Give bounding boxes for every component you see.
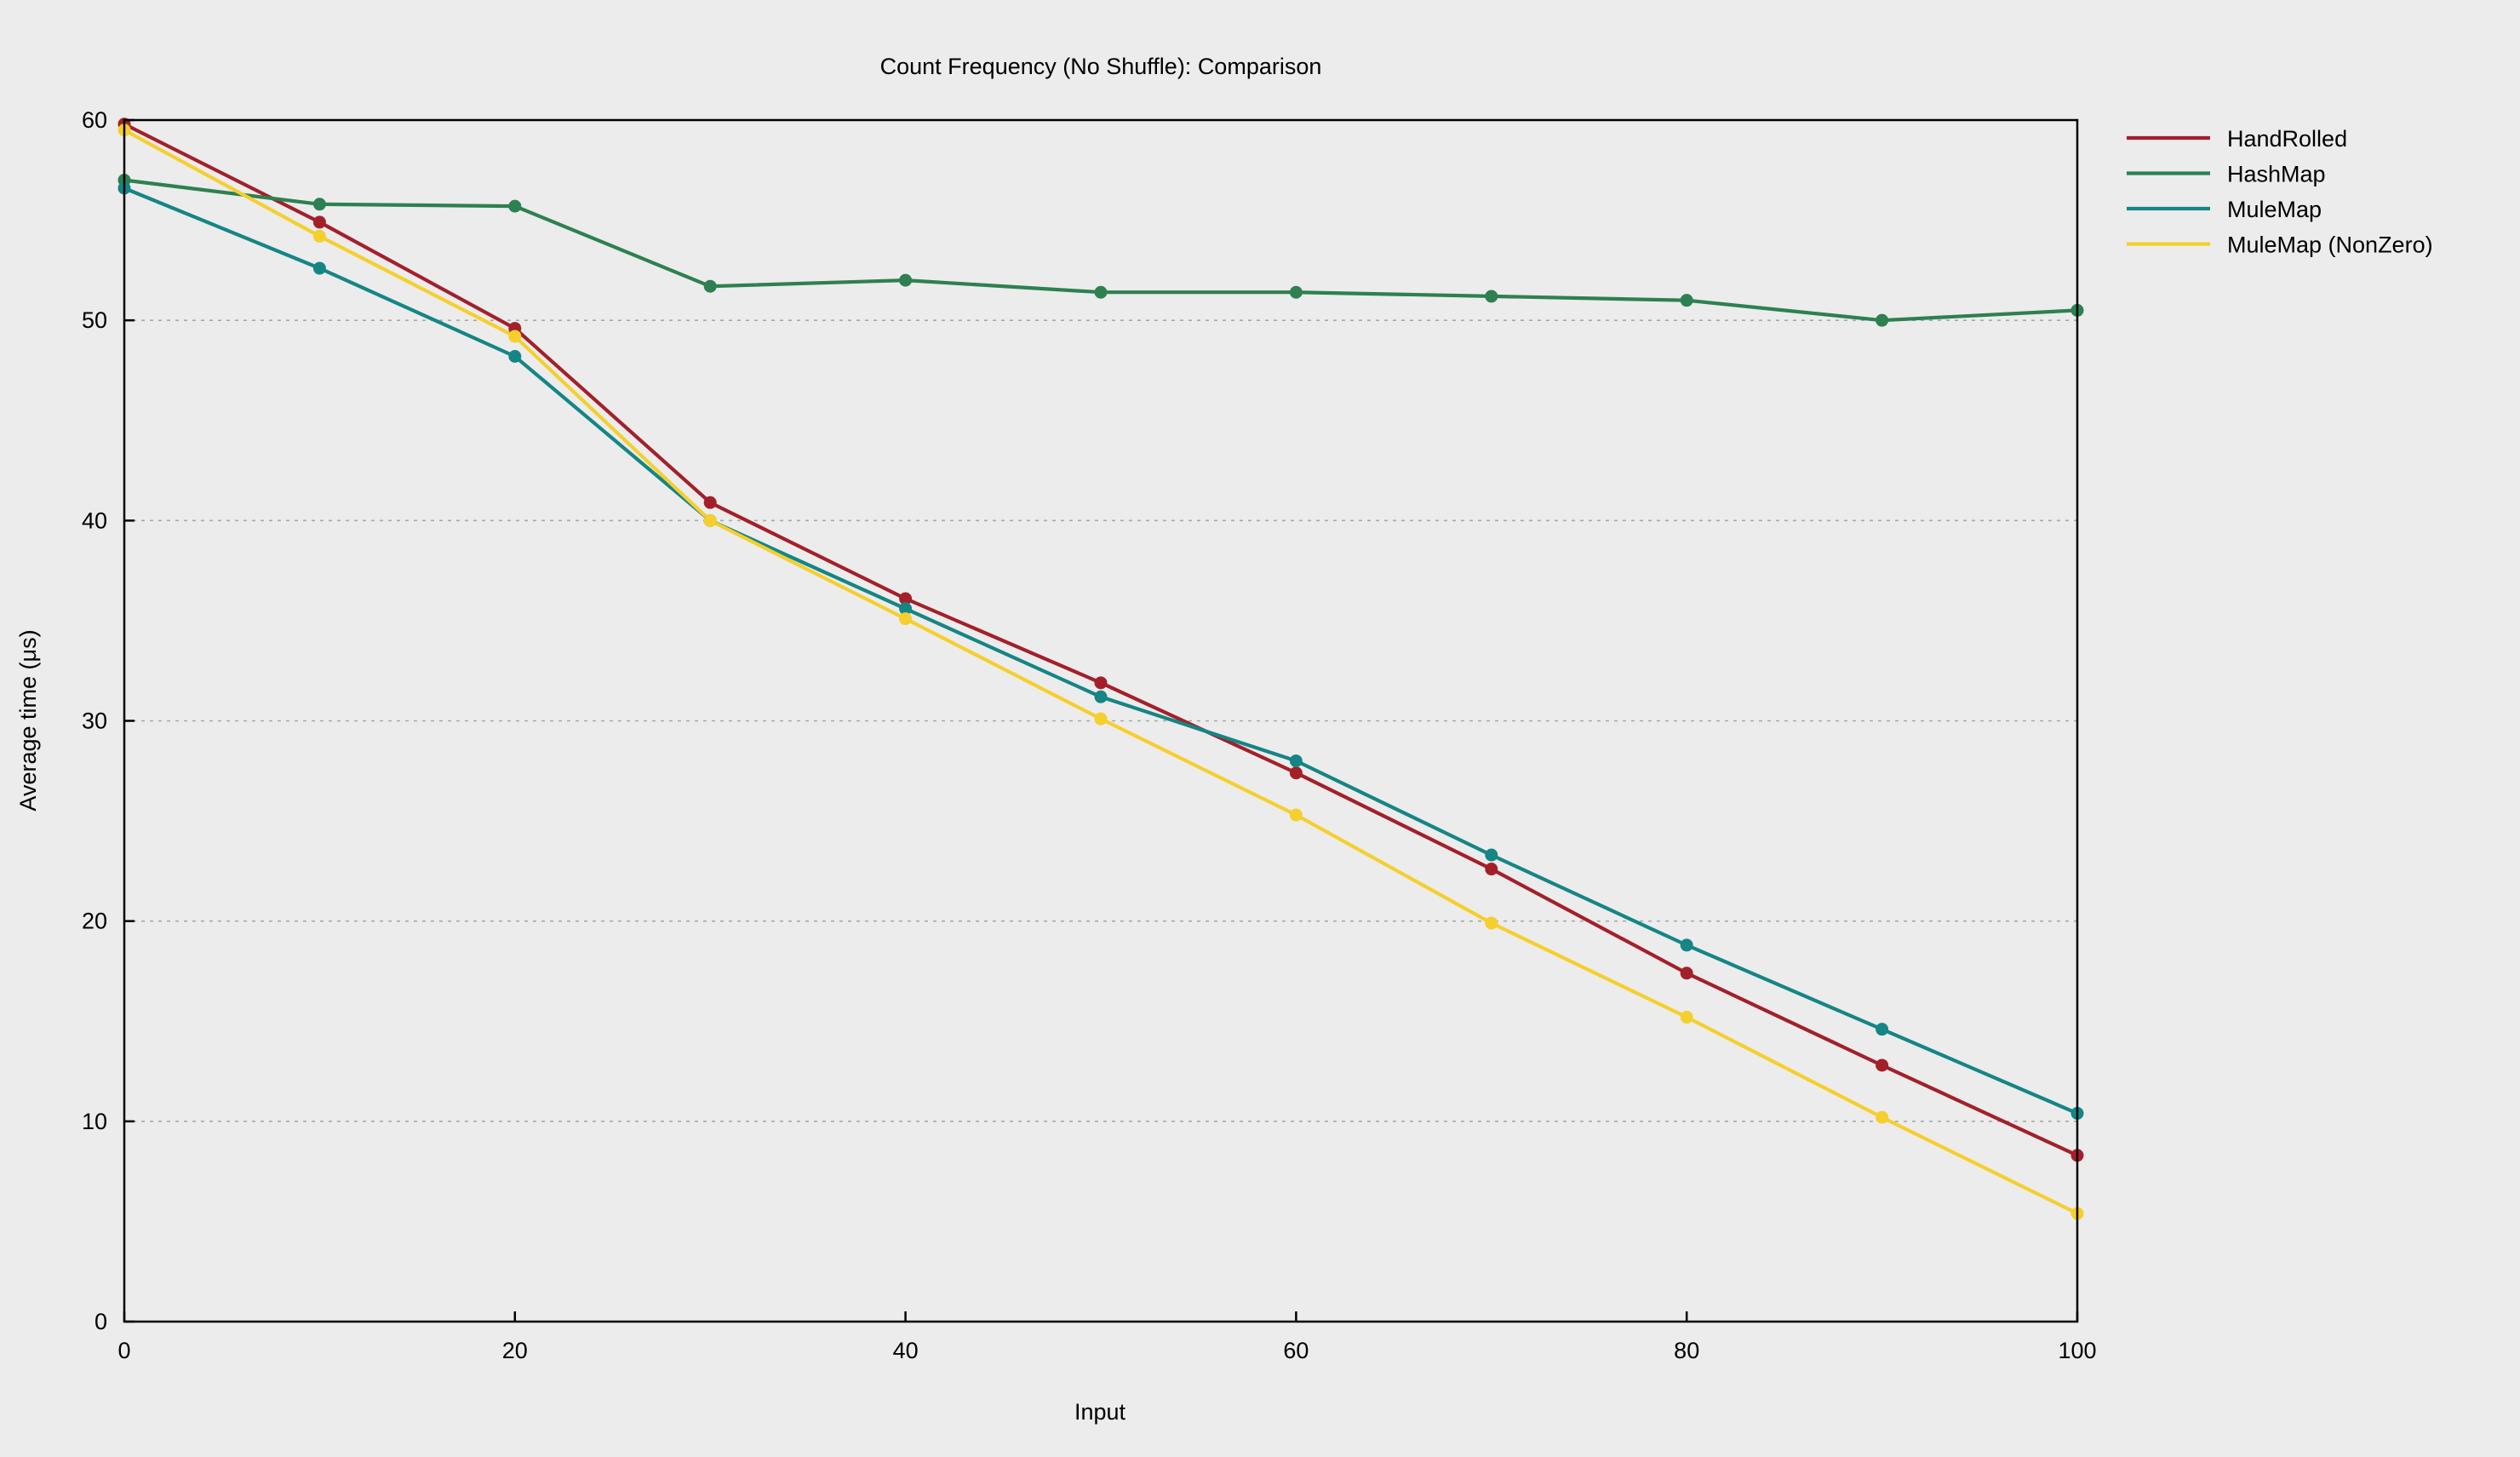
x-axis-label: Input <box>1074 1399 1126 1425</box>
legend-label: HashMap <box>2227 162 2326 187</box>
y-tick-label: 40 <box>82 508 107 533</box>
data-point <box>1680 294 1693 307</box>
data-point <box>899 612 913 626</box>
x-tick-label: 60 <box>1283 1338 1309 1363</box>
series-line-mulemap <box>122 186 2080 1116</box>
data-point <box>1289 808 1303 822</box>
data-point <box>899 592 913 605</box>
y-tick-label: 10 <box>82 1109 107 1134</box>
data-point <box>899 602 913 616</box>
x-tick-label: 0 <box>117 1338 130 1363</box>
axis-ticks: 0 20 40 60 80 100 0 10 20 30 40 50 60 <box>82 107 2097 1363</box>
data-point <box>1485 863 1498 876</box>
y-tick-label: 0 <box>94 1309 107 1334</box>
legend-label: MuleMap (NonZero) <box>2227 232 2433 258</box>
data-point <box>1289 766 1303 780</box>
legend: HandRolled HashMap MuleMap MuleMap (NonZero… <box>2127 126 2433 258</box>
data-point <box>312 215 326 229</box>
data-point <box>1485 848 1498 862</box>
data-point <box>1876 1058 1889 1072</box>
data-point <box>1289 754 1303 768</box>
data-point <box>1485 290 1498 303</box>
chart-title: Count Frequency (No Shuffle): Comparison <box>880 54 1322 79</box>
data-point <box>1094 690 1108 703</box>
data-point <box>1094 712 1108 726</box>
data-point <box>508 330 522 343</box>
data-point <box>703 513 717 527</box>
data-point <box>703 496 717 509</box>
data-point <box>1680 967 1693 980</box>
data-point <box>312 198 326 211</box>
data-point <box>1094 676 1108 690</box>
data-point <box>1680 938 1693 952</box>
series-line-handrolled <box>122 122 2080 1157</box>
data-point <box>1876 1110 1889 1124</box>
x-tick-label: 80 <box>1674 1338 1699 1363</box>
data-point <box>312 261 326 275</box>
data-point <box>1680 1011 1693 1024</box>
series-line-hashmap <box>122 178 2080 323</box>
x-tick-label: 40 <box>893 1338 919 1363</box>
y-tick-label: 20 <box>82 909 107 934</box>
y-tick-label: 30 <box>82 708 107 734</box>
data-point <box>312 229 326 243</box>
x-tick-label: 20 <box>502 1338 528 1363</box>
y-axis-label: Average time (μs) <box>15 629 41 811</box>
data-point <box>1289 285 1303 299</box>
y-tick-label: 50 <box>82 307 107 333</box>
data-point <box>1876 1023 1889 1036</box>
data-point <box>1876 313 1889 327</box>
legend-label: MuleMap <box>2227 197 2322 222</box>
data-point <box>1485 916 1498 930</box>
x-tick-label: 100 <box>2058 1338 2096 1363</box>
data-point <box>508 199 522 213</box>
legend-label: HandRolled <box>2227 126 2347 152</box>
data-point <box>703 279 717 293</box>
data-point <box>1094 285 1108 299</box>
data-point <box>899 273 913 287</box>
series-points <box>117 118 2084 1220</box>
gridlines <box>124 319 2077 1122</box>
y-tick-label: 60 <box>82 107 107 133</box>
data-point <box>508 349 522 363</box>
